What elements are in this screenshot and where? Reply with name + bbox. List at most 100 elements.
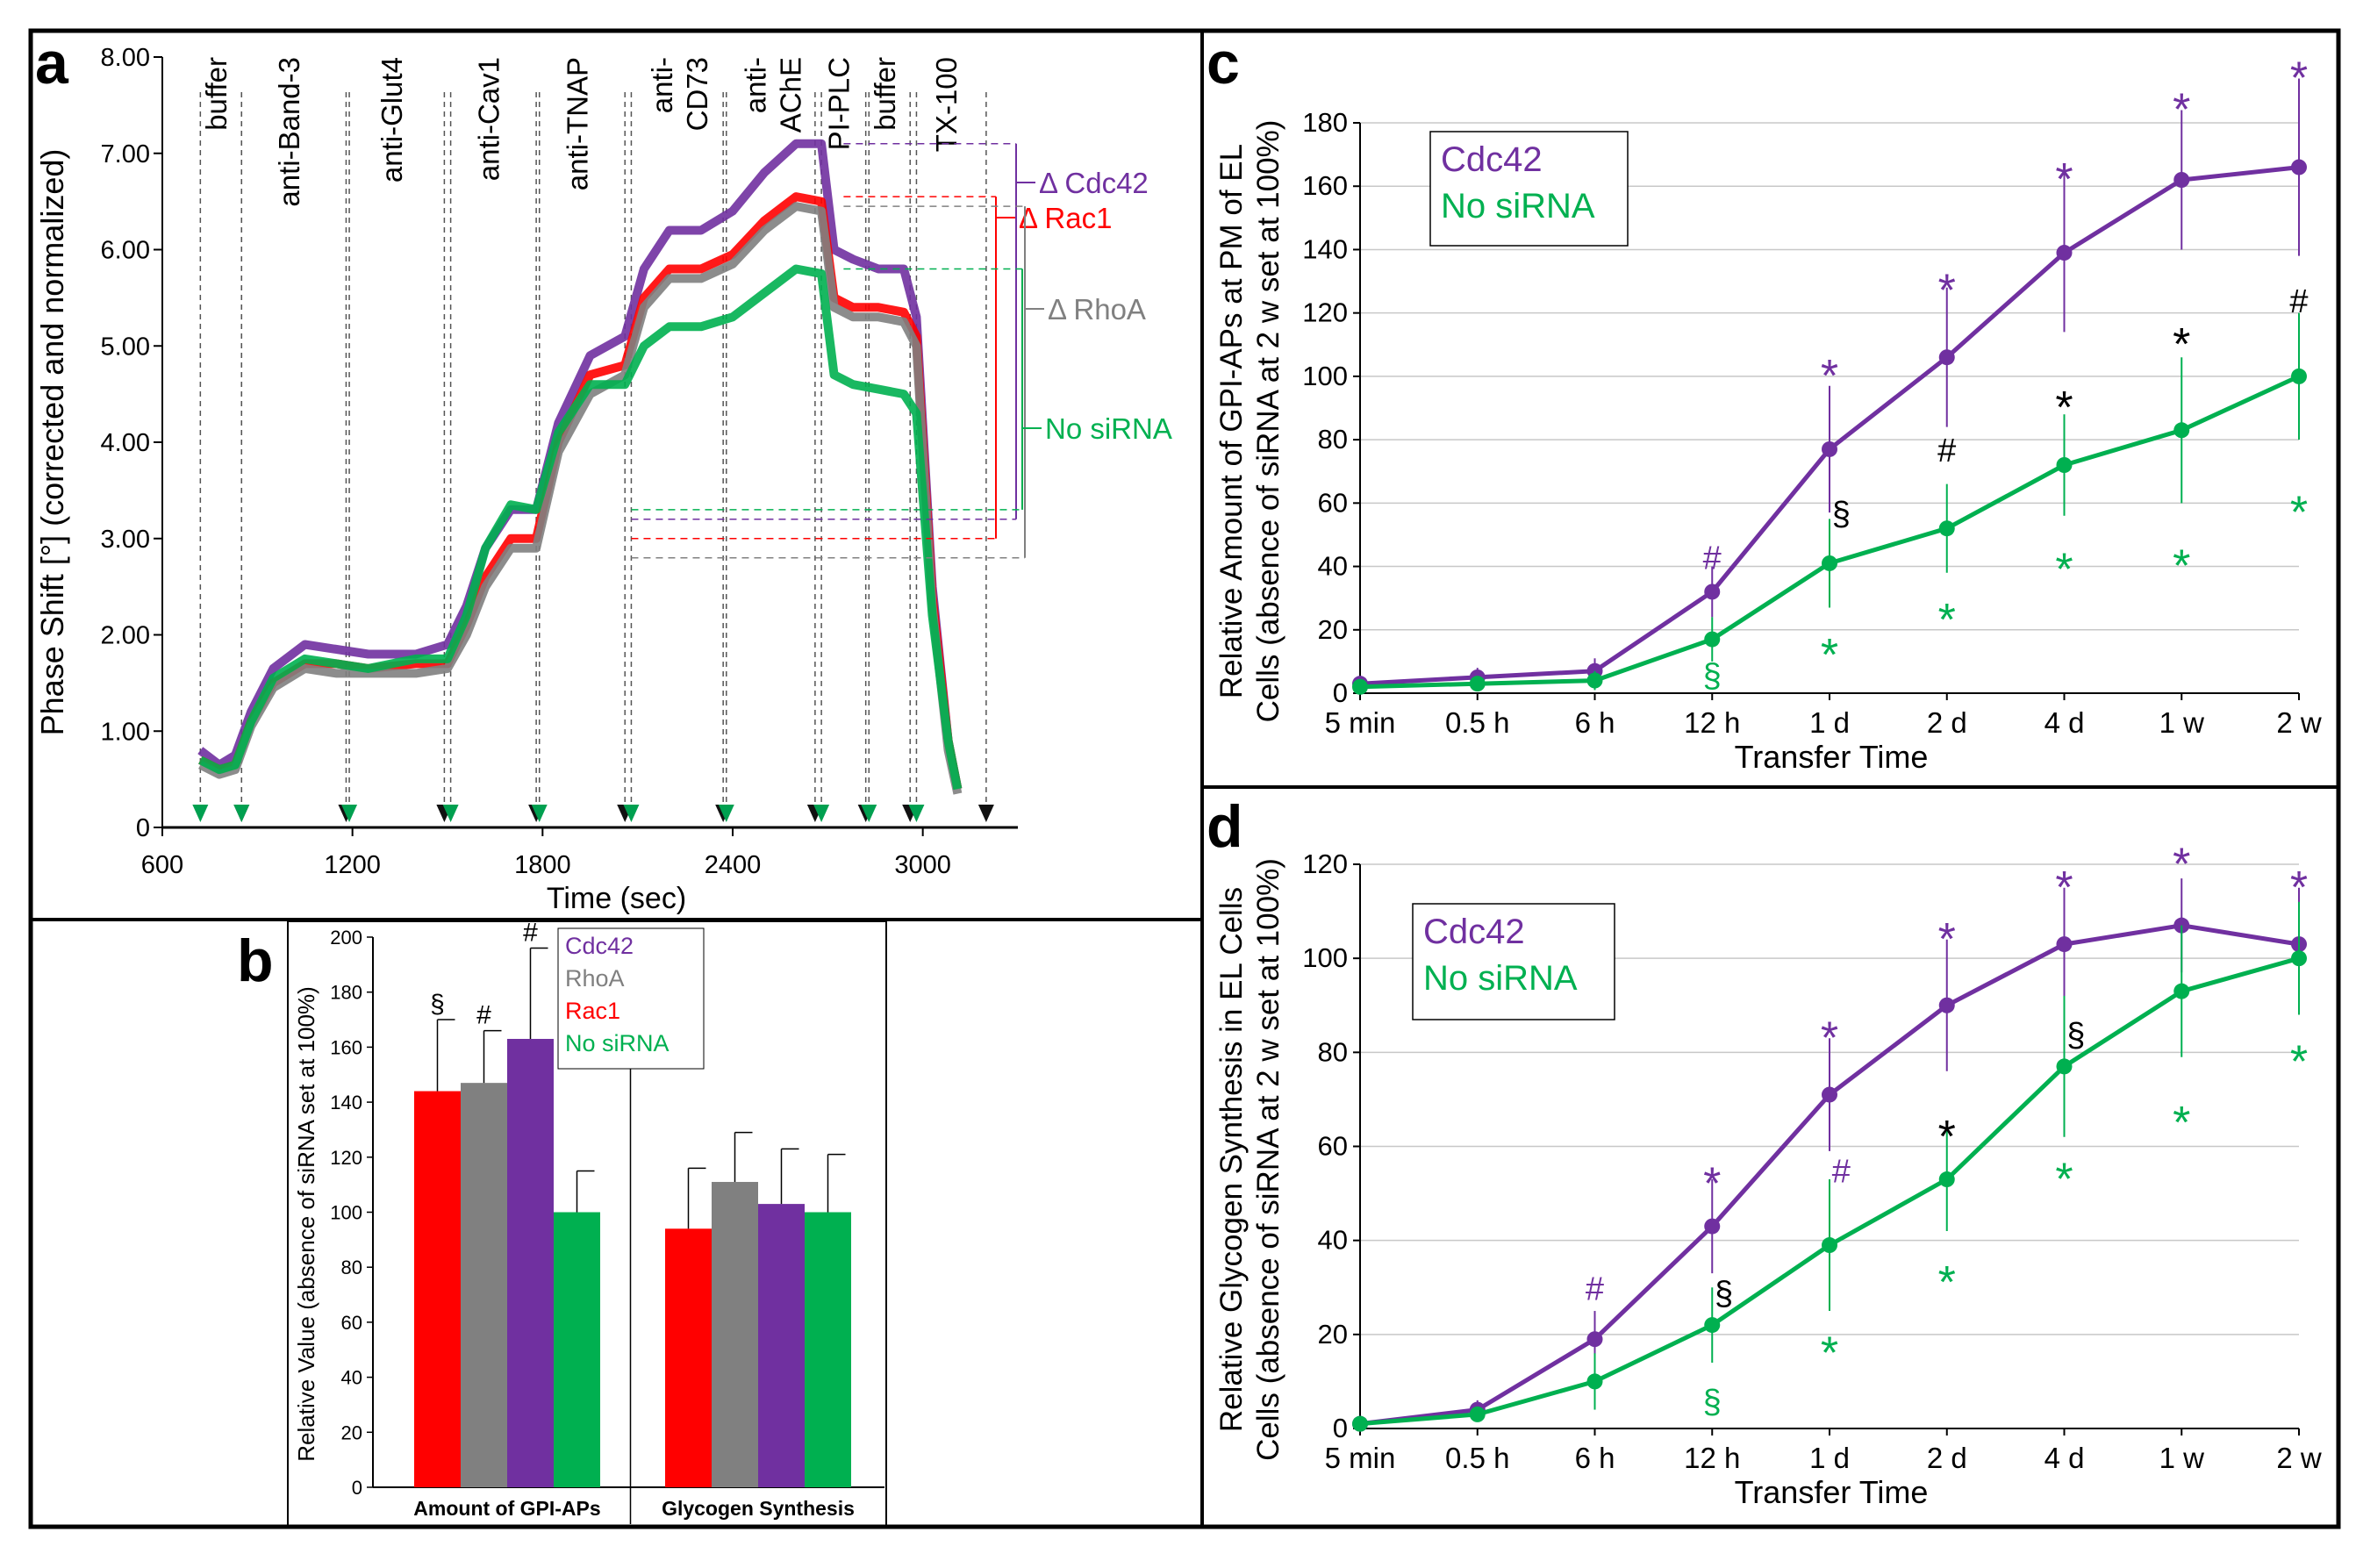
panel-a-addition-label: anti-Cav1 (472, 57, 505, 181)
panel-c-data-point (1938, 520, 1955, 537)
panel-a-x-tick-label: 600 (141, 851, 183, 879)
panel-d-significance-mark: # (1586, 1271, 1604, 1307)
panel-c-significance-mark: * (2173, 319, 2190, 370)
panel-b-y-tick-label: 40 (341, 1367, 362, 1389)
panel-c-y-tick-label: 140 (1302, 233, 1348, 264)
panel-a-delta-label: Δ Rac1 (1019, 202, 1112, 234)
panel-c-x-tick-label: 5 min (1325, 706, 1396, 739)
panel-a-start-arrow (341, 805, 358, 822)
panel-b-y-tick-label: 200 (330, 927, 362, 949)
panel-c-y-tick-label: 160 (1302, 170, 1348, 201)
panel-d-significance-mark: § (1715, 1276, 1733, 1313)
panel-c-significance-mark: * (2055, 383, 2073, 433)
panel-a-y-label: Phase Shift [°] (corrected and normalize… (34, 149, 70, 736)
panel-c-data-point (1822, 440, 1837, 457)
panel-a-series-line-no-sirna (198, 264, 963, 791)
panel-b-y-tick-label: 120 (330, 1147, 362, 1169)
panel-c-data-point (1822, 555, 1837, 571)
panel-d-data-point (1822, 1086, 1837, 1103)
panel-c-data-point (1586, 672, 1603, 689)
panel-d-significance-mark: § (1703, 1384, 1722, 1421)
panel-b-y-tick-label: 20 (341, 1421, 362, 1443)
panel-a-addition-label: buffer (869, 57, 901, 131)
panel-d-significance-mark: # (1832, 1153, 1851, 1190)
panel-b-frame (287, 920, 887, 1528)
panel-b-category-label: Glycogen Synthesis (662, 1497, 855, 1520)
panel-a-y-tick-label: 8.00 (101, 44, 150, 72)
panel-a-addition-label: anti-AChE (739, 57, 806, 132)
panel-a-addition-label: anti-TNAP (561, 57, 593, 190)
panel-c-x-tick-label: 0.5 h (1445, 706, 1509, 739)
panel-d-significance-mark: * (2173, 1098, 2190, 1149)
panel-c-significance-mark: § (1832, 496, 1851, 533)
panel-c-significance-mark: * (1821, 351, 1838, 402)
panel-b-bar-rhoa (461, 1083, 507, 1487)
panel-a-chart: 0 1.00 2.00 3.00 4.00 5.00 6.00 7.00 8.00 600 1200… (34, 44, 1172, 915)
panel-a-start-arrow (861, 805, 877, 822)
panel-a-y-tick-label: 3.00 (101, 526, 150, 554)
panel-d-significance-mark: * (2290, 863, 2308, 913)
panel-d-y-tick-label: 80 (1318, 1036, 1348, 1067)
panel-d-x-tick-label: 2 d (1927, 1442, 1967, 1474)
panel-c-data-point (1352, 678, 1368, 695)
panel-b-legend-item: RhoA (565, 965, 625, 992)
panel-c-y-tick-label: 120 (1302, 297, 1348, 328)
panel-c-x-label: Transfer Time (1735, 739, 1929, 775)
panel-b-bar-cdc42 (507, 1038, 554, 1487)
panel-a-addition-label: PI-PLC (822, 57, 855, 150)
panel-d-x-tick-label: 1 d (1809, 1442, 1850, 1474)
panel-c-x-tick-label: 1 d (1809, 706, 1850, 739)
panel-b-y-tick-label: 180 (330, 982, 362, 1004)
panel-c-y-tick-label: 60 (1318, 487, 1348, 518)
panel-d-significance-mark: * (1821, 1013, 1838, 1064)
panel-c-y-tick-label: 20 (1318, 614, 1348, 645)
panel-c-x-tick-label: 1 w (2159, 706, 2205, 739)
panel-a-start-arrow (442, 805, 459, 822)
panel-b-category-label: Amount of GPI-APs (413, 1497, 600, 1520)
panel-a-start-arrow (531, 805, 548, 822)
panel-d-data-point (2291, 950, 2307, 967)
panel-a-start-arrow (192, 805, 209, 822)
panel-c-data-point (2056, 245, 2073, 261)
panel-c-x-tick-label: 6 h (1575, 706, 1615, 739)
panel-c-significance-mark: * (2055, 544, 2073, 595)
panel-a-x-label: Time (sec) (547, 882, 686, 915)
panel-d-data-point (1938, 1171, 1955, 1188)
panel-a-x-tick-label: 2400 (705, 851, 762, 879)
panel-d-significance-mark: * (1938, 1257, 1956, 1308)
panel-b-bar-no-sirna (554, 1212, 600, 1487)
panel-b-y-tick-label: 160 (330, 1036, 362, 1058)
panel-c-y-tick-label: 40 (1318, 551, 1348, 582)
panel-c-data-point (2291, 159, 2307, 175)
panel-a-x-tick-label: 3000 (894, 851, 951, 879)
panel-d-significance-mark: * (2055, 1154, 2073, 1205)
panel-d-data-point (1704, 1317, 1721, 1334)
panel-d-x-tick-label: 1 w (2159, 1442, 2205, 1474)
panel-d-y-label: Relative Glycogen Synthesis in EL CellsC… (1214, 858, 1285, 1461)
panel-b-legend-item: Rac1 (565, 998, 620, 1024)
panel-c-significance-mark: * (2173, 85, 2190, 136)
panel-c-significance-mark: # (1937, 433, 1956, 469)
panel-d-x-tick-label: 6 h (1575, 1442, 1615, 1474)
panel-b-bar-rac1 (414, 1091, 461, 1487)
panel-c-significance-mark: * (1938, 266, 1956, 317)
panel-a-series-line-cdc42 (197, 139, 963, 791)
panel-d-legend-box (1412, 903, 1615, 1020)
panel-c-data-point (2056, 457, 2073, 473)
panel-a-start-arrow (623, 805, 640, 822)
panel-d-legend-item: No siRNA (1423, 959, 1578, 998)
panel-c-chart: 0 20 40 60 80 100 120 140 160 180 5 min 0.5 h 6 h 12 … (1214, 54, 2322, 775)
panel-d-data-point (1822, 1237, 1837, 1254)
panel-d-chart: 0 20 40 60 80 100 120 5 min 0.5 h 6 h 12 h 1 d 2 d 4 … (1214, 839, 2322, 1510)
panel-c-significance-mark: # (2289, 283, 2308, 320)
panel-a-y-tick-label: 4.00 (101, 429, 150, 457)
panel-label-a: a (35, 30, 69, 97)
panel-d-data-point (2173, 983, 2190, 999)
panel-a-y-tick-label: 1.00 (101, 718, 150, 746)
panel-c-x-tick-label: 4 d (2044, 706, 2085, 739)
panel-b-significance-mark: § (430, 990, 445, 1019)
panel-a-addition-label: buffer (200, 57, 233, 131)
panel-c-y-tick-label: 0 (1333, 677, 1348, 708)
panel-a-addition-label: anti-CD73 (646, 57, 713, 131)
panel-c-significance-mark: # (1703, 541, 1722, 577)
